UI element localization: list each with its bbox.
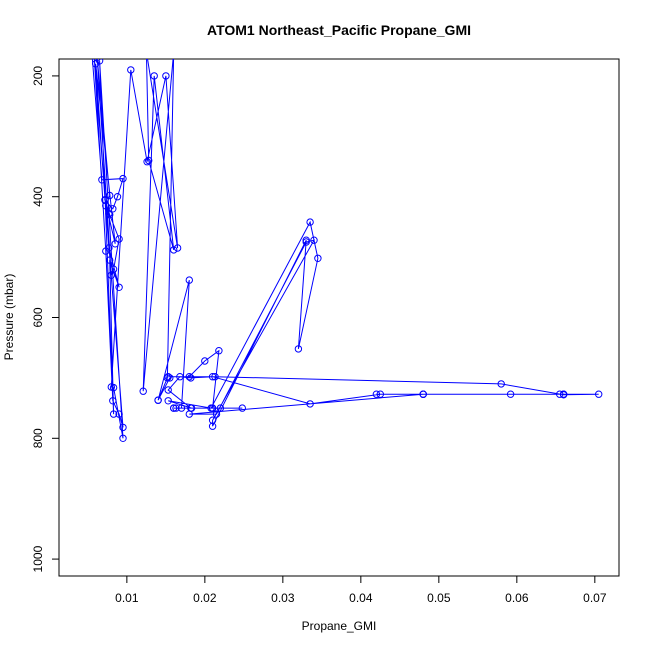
data-point <box>176 373 184 381</box>
x-tick-label: 0.03 <box>271 591 295 605</box>
data-point <box>185 373 194 381</box>
data-point <box>139 387 147 395</box>
data-point <box>119 434 127 442</box>
data-point <box>559 390 568 398</box>
data-point <box>376 390 384 398</box>
data-point <box>207 404 215 412</box>
data-point <box>98 176 106 184</box>
data-point <box>185 276 194 284</box>
data-point <box>119 423 127 432</box>
data-point <box>115 410 123 418</box>
data-point <box>306 218 314 226</box>
data-point <box>106 256 114 264</box>
data-point <box>127 66 135 74</box>
data-point <box>556 390 564 398</box>
data-point <box>314 254 322 262</box>
data-point <box>419 390 427 398</box>
chart-title: ATOM1 Northeast_Pacific Propane_GMI <box>207 22 471 38</box>
data-point <box>113 193 122 201</box>
data-point <box>212 410 221 418</box>
data-point <box>238 404 247 412</box>
data-point <box>107 271 116 279</box>
data-point <box>171 49 177 55</box>
data-point <box>170 404 178 412</box>
data-point <box>109 205 117 213</box>
data-point <box>119 174 127 183</box>
x-tick-label: 0.06 <box>505 591 529 605</box>
data-point <box>145 156 153 165</box>
series-layer <box>89 49 603 442</box>
data-point <box>111 240 119 248</box>
data-point <box>211 373 219 381</box>
data-point <box>294 345 303 353</box>
data-point <box>215 347 223 355</box>
data-point <box>177 404 186 412</box>
data-point <box>106 211 114 219</box>
data-point <box>109 397 117 405</box>
x-tick-label: 0.02 <box>193 591 217 605</box>
data-point <box>208 416 217 424</box>
data-point <box>173 244 182 252</box>
data-point <box>306 400 314 408</box>
data-point <box>93 59 101 62</box>
y-tick-label: 1000 <box>31 545 45 572</box>
data-point <box>185 410 194 418</box>
data-point <box>163 374 172 382</box>
data-point <box>506 390 515 398</box>
data-point <box>95 59 104 65</box>
x-tick-label: 0.01 <box>115 591 139 605</box>
data-point <box>105 244 113 252</box>
data-point <box>143 49 149 55</box>
data-point <box>106 191 114 200</box>
data-point <box>595 390 603 398</box>
data-point <box>154 396 162 404</box>
data-point <box>302 238 310 246</box>
y-tick-label: 400 <box>31 186 45 206</box>
data-point <box>497 380 505 388</box>
data-point <box>107 383 116 391</box>
x-tick-label: 0.04 <box>349 591 373 605</box>
data-point <box>115 283 123 291</box>
y-tick-label: 800 <box>31 428 45 448</box>
data-point <box>143 158 151 166</box>
x-tick-label: 0.07 <box>583 591 607 605</box>
data-point <box>164 397 172 405</box>
x-tick-label: 0.05 <box>427 591 451 605</box>
data-point <box>115 235 123 243</box>
data-point <box>164 386 172 394</box>
data-point <box>172 404 180 412</box>
data-point <box>164 373 172 381</box>
x-axis-label: Propane_GMI <box>302 619 377 633</box>
data-point <box>143 49 149 55</box>
data-point <box>162 72 170 80</box>
y-axis: 200 400 600 800 1000 <box>31 66 59 572</box>
data-point <box>91 52 97 58</box>
y-tick-label: 600 <box>31 307 45 327</box>
data-point <box>150 72 158 80</box>
data-point <box>105 209 113 218</box>
y-tick-label: 200 <box>31 66 45 86</box>
data-point <box>201 357 209 365</box>
data-point <box>187 374 195 382</box>
data-point <box>166 374 174 382</box>
data-point <box>208 373 217 381</box>
data-point <box>170 246 178 254</box>
data-point <box>310 236 318 244</box>
data-point <box>372 390 381 398</box>
data-point <box>109 410 118 418</box>
y-axis-label: Pressure (mbar) <box>2 274 16 361</box>
data-point <box>89 49 95 55</box>
x-axis: 0.01 0.02 0.03 0.04 0.05 0.06 0.07 <box>115 576 607 605</box>
data-point <box>216 404 225 412</box>
data-point <box>102 202 110 210</box>
